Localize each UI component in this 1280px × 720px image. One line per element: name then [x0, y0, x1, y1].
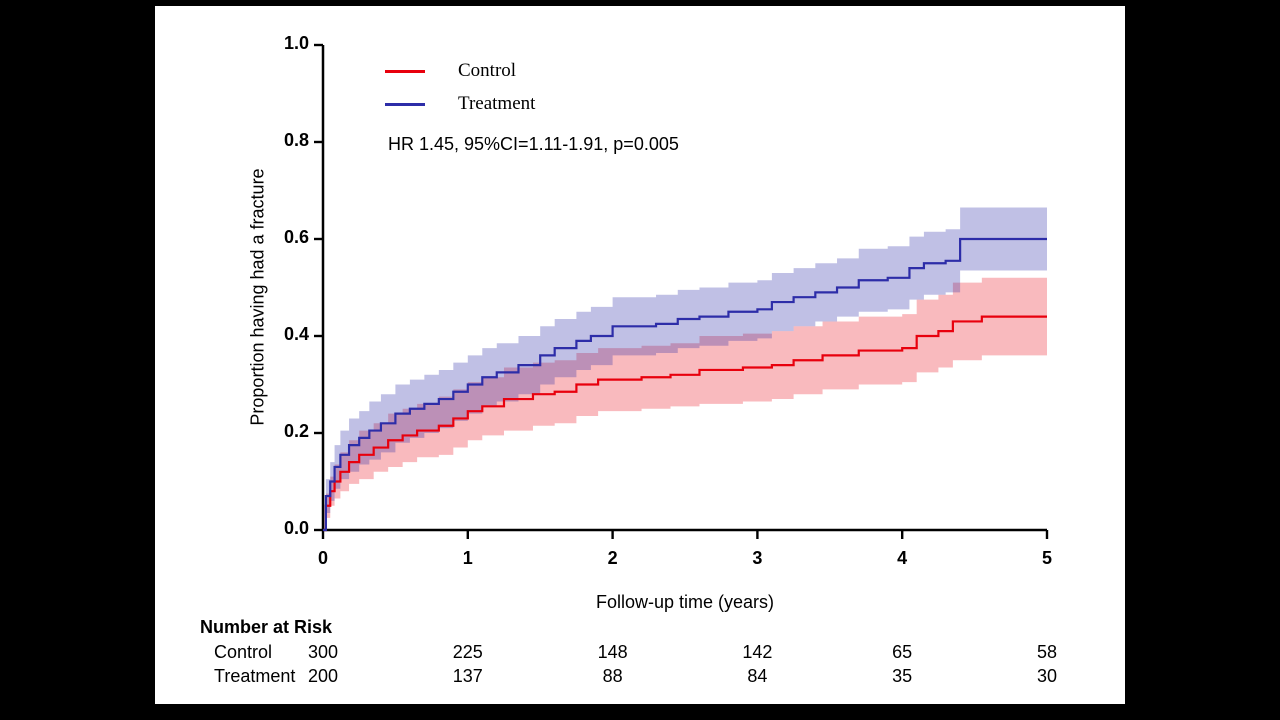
km-curve-treatment: [323, 237, 1047, 532]
hr-annotation: HR 1.45, 95%CI=1.11-1.91, p=0.005: [388, 134, 679, 154]
legend-swatch-treatment: [385, 103, 425, 106]
risk-count: 65: [892, 642, 913, 662]
y-tick-label: 0.4: [283, 324, 309, 344]
risk-count: 200: [307, 666, 339, 686]
risk-table-title: Number at Risk: [200, 617, 333, 637]
km-curve-control: [323, 315, 1047, 532]
risk-row-label-control: Control: [214, 642, 273, 662]
y-axis-title: Proportion having had a fracture: [247, 168, 268, 426]
risk-row-label-treatment: Treatment: [214, 666, 296, 686]
x-tick-label: 0: [317, 548, 328, 568]
risk-count: 35: [892, 666, 913, 686]
ci-band-treatment: [323, 207, 1047, 530]
x-axis-title: Follow-up time (years): [595, 592, 775, 612]
x-tick-label: 1: [462, 548, 473, 568]
risk-count: 88: [602, 666, 623, 686]
legend-label-treatment: Treatment: [458, 93, 536, 114]
risk-count: 300: [307, 642, 339, 662]
y-tick-label: 0.6: [283, 227, 309, 247]
risk-count: 225: [452, 642, 483, 662]
x-tick-label: 2: [607, 548, 618, 568]
x-tick-label: 3: [752, 548, 763, 568]
legend-swatch-control: [385, 70, 425, 73]
risk-count: 137: [452, 666, 483, 686]
y-tick-label: 0.0: [283, 518, 309, 538]
y-tick-label: 0.2: [283, 421, 309, 441]
plot-background: [155, 6, 1125, 704]
y-tick-label: 1.0: [283, 33, 309, 53]
legend-label-control: Control: [458, 60, 517, 81]
risk-count: 30: [1036, 666, 1058, 686]
y-tick-label: 0.8: [283, 130, 309, 150]
risk-count: 142: [742, 642, 773, 662]
x-tick-label: 4: [897, 548, 908, 568]
risk-count: 148: [597, 642, 628, 662]
risk-count: 58: [1036, 642, 1058, 662]
risk-count: 84: [747, 666, 768, 686]
x-tick-label: 5: [1041, 548, 1052, 568]
ci-band-control: [323, 277, 1047, 530]
